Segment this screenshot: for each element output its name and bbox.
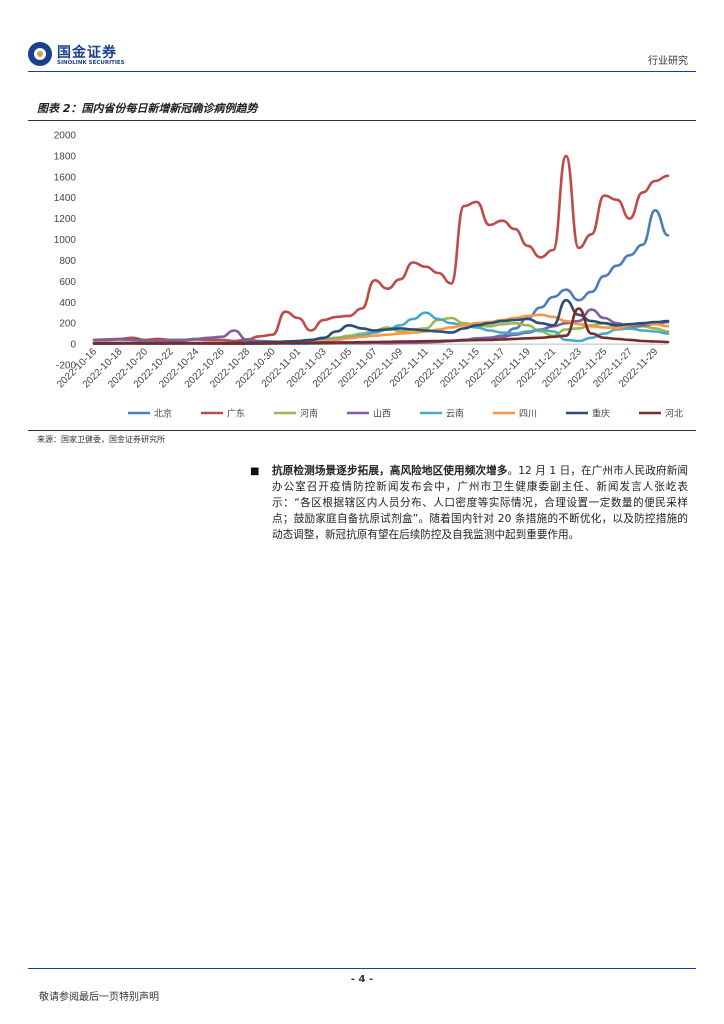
y-tick-label: 2000 (54, 131, 77, 142)
legend-label: 北京 (154, 408, 172, 420)
y-tick-label: 1800 (54, 151, 77, 162)
y-tick-label: 1400 (54, 193, 77, 204)
legend-label: 广东 (227, 408, 245, 420)
figure-title: 图表 2：国内省份每日新增新冠确诊病例趋势 (37, 102, 258, 115)
y-tick-label: 800 (59, 256, 76, 267)
y-tick-label: 0 (70, 340, 76, 351)
legend-label: 河北 (665, 408, 683, 420)
bullet-icon: ■ (250, 466, 260, 477)
page-number: - 4 - (350, 974, 374, 985)
y-tick-label: -200 (56, 361, 76, 372)
paragraph-text: 。12 月 1 日，在广州市人民政府新闻办公室召开疫情防控新闻发布会中，广州市卫… (272, 465, 689, 541)
paragraph-lead: 抗原检测场景逐步拓展，高风险地区使用频次增多 (272, 465, 508, 477)
series-line-7 (92, 307, 670, 345)
legend-label: 山西 (373, 409, 391, 420)
y-tick-label: 400 (59, 298, 76, 309)
series-line-6 (92, 298, 670, 345)
footer-divider (28, 968, 696, 969)
legend-label: 重庆 (592, 408, 610, 420)
figure-source: 来源：国家卫健委，国金证券研究所 (37, 435, 165, 444)
legend-label: 河南 (300, 408, 318, 420)
y-tick-label: 1200 (54, 214, 77, 225)
y-tick-label: 1600 (54, 172, 77, 183)
y-tick-label: 600 (59, 277, 76, 288)
line-chart: 2000180016001400120010008006004002000-20… (54, 131, 683, 420)
header-divider (28, 71, 696, 72)
company-logo: 国金证券 SINOLINK SECURITIES (28, 42, 138, 68)
logo-name-en: SINOLINK SECURITIES (57, 60, 125, 66)
body-paragraph: 抗原检测场景逐步拓展，高风险地区使用频次增多。12 月 1 日，在广州市人民政府… (272, 463, 688, 543)
legend-label: 四川 (519, 410, 537, 420)
logo-icon (28, 42, 52, 66)
logo-name-cn: 国金证券 (57, 45, 117, 61)
figure-bottom-rule (28, 430, 696, 431)
section-label: 行业研究 (648, 56, 688, 67)
figure-top-rule (28, 120, 696, 121)
y-tick-label: 1000 (54, 235, 77, 246)
footer-disclaimer: 敬请参阅最后一页特别声明 (39, 992, 159, 1003)
legend-label: 云南 (446, 408, 464, 420)
y-tick-label: 200 (59, 319, 76, 330)
